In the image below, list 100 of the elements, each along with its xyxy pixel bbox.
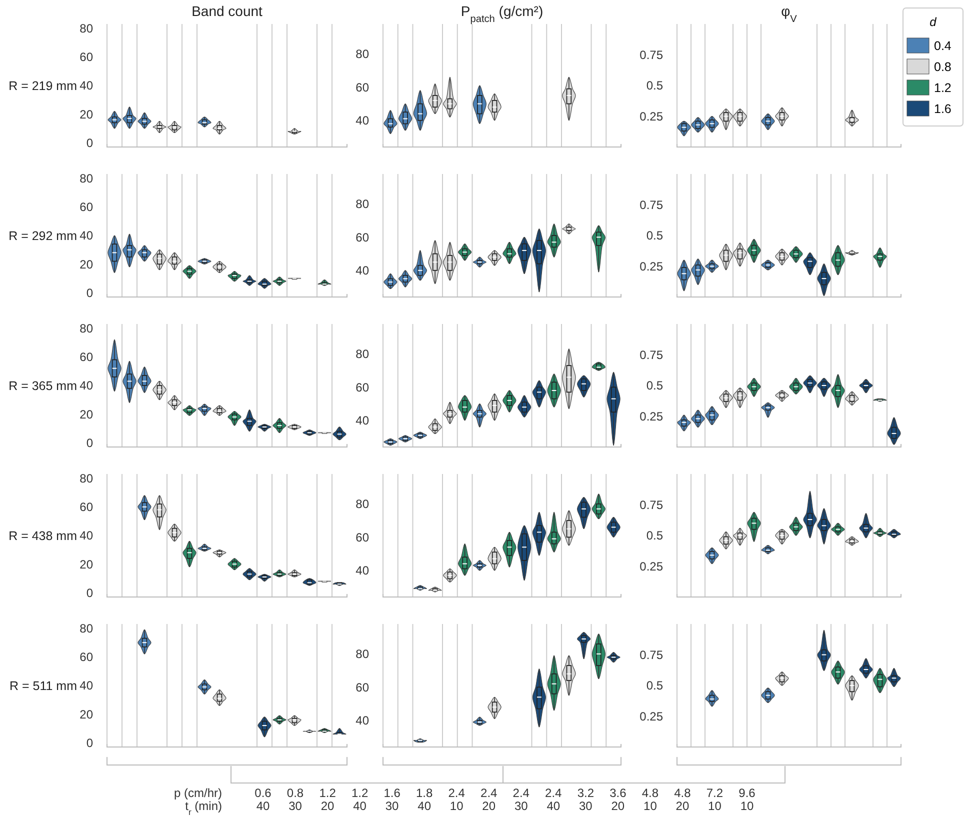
y-tick-label: 0.5 <box>646 678 664 693</box>
y-tick-label: 0.75 <box>640 498 664 512</box>
y-tick-label: 0.25 <box>640 259 664 274</box>
text: 1.2 <box>351 786 368 800</box>
y-tick-label: 80 <box>80 471 94 486</box>
y-tick-label: 40 <box>356 114 370 128</box>
y-tick-label: 40 <box>80 678 94 693</box>
y-tick-label: 0.5 <box>646 528 664 543</box>
y-tick-label: 60 <box>80 650 94 664</box>
text: 40 <box>256 799 270 813</box>
text: 40 <box>546 799 560 813</box>
y-tick-label: 0.75 <box>640 648 664 662</box>
text: 2.4 <box>480 786 498 800</box>
legend-label: 1.2 <box>934 81 952 95</box>
y-axis-title: R = 511 mm <box>10 678 77 693</box>
text: 1.8 <box>416 786 433 800</box>
y-tick-label: 80 <box>356 47 370 62</box>
legend-label: 1.6 <box>934 102 952 116</box>
y-tick-label: 80 <box>356 647 370 662</box>
y-tick-label: 60 <box>80 350 94 364</box>
y-tick-label: 80 <box>80 171 94 186</box>
y-tick-label: 20 <box>80 557 94 572</box>
text: 20 <box>676 799 690 813</box>
y-tick-label: 0.25 <box>640 109 664 124</box>
legend-label: 0.4 <box>934 39 952 53</box>
text: 30 <box>288 799 302 813</box>
text: 10 <box>450 799 464 813</box>
text: 2.4 <box>448 786 466 800</box>
y-tick-label: 60 <box>80 500 94 514</box>
text: 0.6 <box>254 786 272 800</box>
y-tick-label: 80 <box>80 21 94 36</box>
text: 9.6 <box>738 786 756 800</box>
text: 10 <box>708 799 722 813</box>
text: 10 <box>644 799 658 813</box>
y-tick-label: 20 <box>80 707 94 722</box>
y-tick-label: 60 <box>356 380 370 394</box>
y-tick-label: 80 <box>80 621 94 636</box>
text: 3.2 <box>577 786 594 800</box>
text: 20 <box>482 799 496 813</box>
y-tick-label: 0.25 <box>640 709 664 724</box>
text: 4.8 <box>642 786 659 800</box>
y-tick-label: 40 <box>356 264 370 278</box>
y-tick-label: 0 <box>86 286 94 300</box>
y-axis-title: R = 365 mm <box>8 378 77 393</box>
chart-title: Band count <box>192 3 263 19</box>
y-tick-label: 0.5 <box>646 228 664 243</box>
y-tick-label: 60 <box>80 200 94 214</box>
y-tick-label: 40 <box>80 228 94 243</box>
text: 3.6 <box>610 786 627 800</box>
y-tick-label: 0.5 <box>646 378 664 393</box>
y-axis-title: R = 219 mm <box>8 78 77 93</box>
chart-title: φ$_{V}$ <box>781 3 798 24</box>
y-tick-label: 0 <box>86 586 94 600</box>
text: 1.2 <box>319 786 336 800</box>
text: 0.8 <box>286 786 304 800</box>
y-tick-label: 60 <box>356 680 370 694</box>
y-tick-label: 0.5 <box>646 78 664 93</box>
y-tick-label: 60 <box>80 50 94 64</box>
y-tick-label: 60 <box>356 230 370 244</box>
text: t$_{r}$ (min) <box>185 799 222 817</box>
y-tick-label: 80 <box>356 197 370 212</box>
text: 30 <box>578 799 593 813</box>
text: 2.4 <box>512 786 530 800</box>
y-tick-label: 80 <box>80 321 94 336</box>
text: 4.8 <box>674 786 692 800</box>
y-tick-label: 40 <box>356 714 370 728</box>
y-tick-label: 60 <box>356 80 370 94</box>
y-tick-label: 20 <box>80 407 94 422</box>
text: 2.4 <box>545 786 562 800</box>
y-tick-label: 60 <box>356 530 370 544</box>
y-tick-label: 80 <box>356 497 370 512</box>
text: 30 <box>514 799 528 813</box>
y-tick-label: 0.25 <box>640 559 664 574</box>
legend-title: d <box>930 15 937 29</box>
text: 40 <box>418 799 432 813</box>
y-axis-title: R = 438 mm <box>8 528 77 543</box>
text: 20 <box>611 799 625 813</box>
text: p (cm/hr) <box>174 786 222 800</box>
text: 10 <box>740 799 754 813</box>
text: 30 <box>385 799 400 813</box>
y-tick-label: 0 <box>86 736 94 750</box>
chart-title: P$_{patch}$ (g/cm²) <box>460 3 544 24</box>
y-tick-label: 0.75 <box>640 348 664 362</box>
y-tick-label: 40 <box>356 414 370 428</box>
y-tick-label: 40 <box>80 378 94 393</box>
y-tick-label: 40 <box>356 564 370 578</box>
y-tick-label: 0.25 <box>640 409 664 424</box>
y-tick-label: 0.75 <box>640 198 664 212</box>
legend-label: 0.8 <box>934 60 952 74</box>
y-tick-label: 0.75 <box>640 48 664 62</box>
text: 7.2 <box>706 786 724 800</box>
y-tick-label: 40 <box>80 528 94 543</box>
y-axis-title: R = 292 mm <box>8 228 77 243</box>
y-tick-label: 0 <box>86 136 94 150</box>
text: 1.6 <box>384 786 401 800</box>
y-tick-label: 20 <box>80 257 94 272</box>
y-tick-label: 80 <box>356 347 370 362</box>
y-tick-label: 20 <box>80 107 94 122</box>
y-tick-label: 40 <box>80 78 94 93</box>
y-tick-label: 0 <box>86 436 94 450</box>
